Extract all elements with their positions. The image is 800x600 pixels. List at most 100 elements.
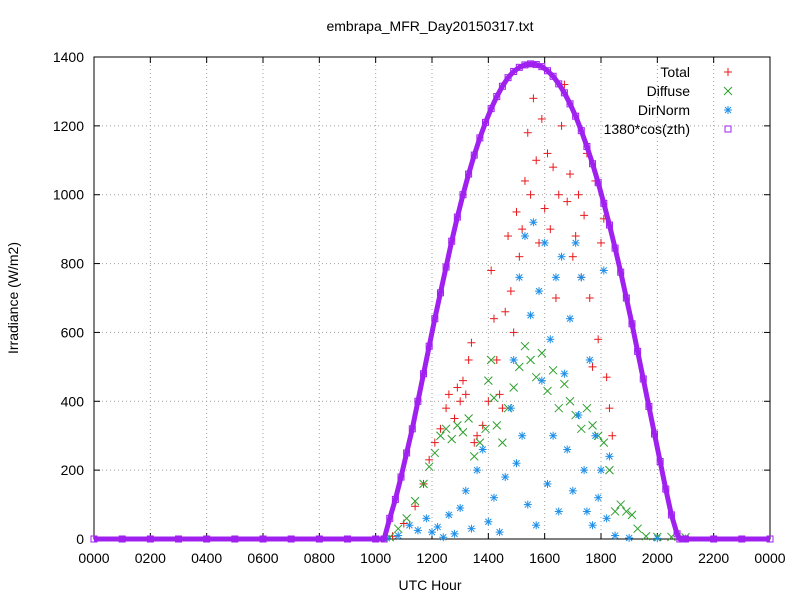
data-point [554,190,563,199]
data-point [481,424,490,434]
data-point [444,390,453,399]
data-point [493,93,501,101]
data-point [543,67,551,75]
data-point [510,67,518,75]
data-point [501,307,510,316]
data-point [442,263,450,271]
data-point [520,176,529,185]
legend-marker-2 [724,106,732,114]
data-point [548,365,558,375]
data-point [509,355,518,364]
legend-markers [723,68,733,133]
data-point [538,63,546,71]
data-point [549,431,558,440]
y-tick-label: 200 [61,462,85,478]
data-point [489,314,498,323]
data-point [651,430,659,438]
data-point [582,403,592,413]
data-point [574,190,583,199]
data-point [515,252,524,261]
data-point [452,421,462,430]
data-point [594,179,602,187]
y-tick-labels: 0 200 400 600 800 1000 1200 1400 [53,49,84,547]
data-point [504,232,513,241]
data-point [447,434,457,444]
data-point [634,347,642,355]
data-point [588,421,597,430]
data-point [526,190,535,199]
data-point [458,376,467,385]
data-point [585,294,594,302]
data-point [428,528,436,537]
data-point [467,524,476,533]
data-point [403,449,411,457]
y-tick-label: 600 [61,324,85,340]
data-point [622,294,630,302]
data-point [344,535,351,543]
data-point [557,121,566,130]
data-point [436,289,444,297]
data-point [543,479,552,488]
data-point [605,452,614,461]
data-point [439,533,448,542]
data-point [549,163,558,172]
data-point [566,170,575,179]
data-point [597,238,605,247]
data-point [627,510,637,520]
data-point [554,507,563,516]
data-point [425,455,434,464]
x-tick-label: 0200 [135,550,166,566]
data-point [470,151,478,159]
data-point [393,524,403,534]
series-0 [388,80,617,541]
data-point [565,396,575,406]
data-point [656,458,664,466]
data-point [470,438,479,447]
data-point [478,445,487,454]
data-point [653,534,662,543]
data-point [682,535,689,543]
legend-marker-1 [723,86,733,96]
data-point [118,535,126,543]
data-point [583,143,591,151]
legend-label-dirnorm: DirNorm [638,102,690,118]
data-point [433,522,442,531]
x-tick-label: 1800 [585,550,616,566]
data-point [605,221,613,229]
data-point [420,370,428,378]
data-point [588,362,597,371]
data-point [645,402,653,410]
data-point [436,431,445,441]
data-point [498,404,507,413]
data-point [738,535,746,543]
data-point [566,100,574,108]
y-tick-label: 400 [61,393,85,409]
x-tick-label: 0600 [247,550,278,566]
data-point [560,89,568,97]
data-point [582,507,591,516]
data-point [495,528,504,537]
data-point [617,268,625,276]
data-point [504,74,512,82]
data-point [482,118,490,126]
data-point [372,535,380,543]
data-point [489,393,499,403]
data-point [408,425,416,433]
data-point [484,517,493,526]
data-point [523,500,532,509]
data-point [492,355,501,364]
data-point [560,369,569,378]
data-point [710,535,718,543]
data-point [90,535,98,543]
data-point [489,493,498,502]
data-point [580,211,589,220]
grid [94,57,770,539]
data-point [577,273,586,282]
x-tick-label: 0400 [191,550,222,566]
data-point [456,397,465,406]
data-point [514,362,524,372]
data-point [506,287,515,296]
data-point [610,507,620,516]
legend-label-total: Total [660,64,690,80]
y-tick-label: 1200 [53,118,84,134]
